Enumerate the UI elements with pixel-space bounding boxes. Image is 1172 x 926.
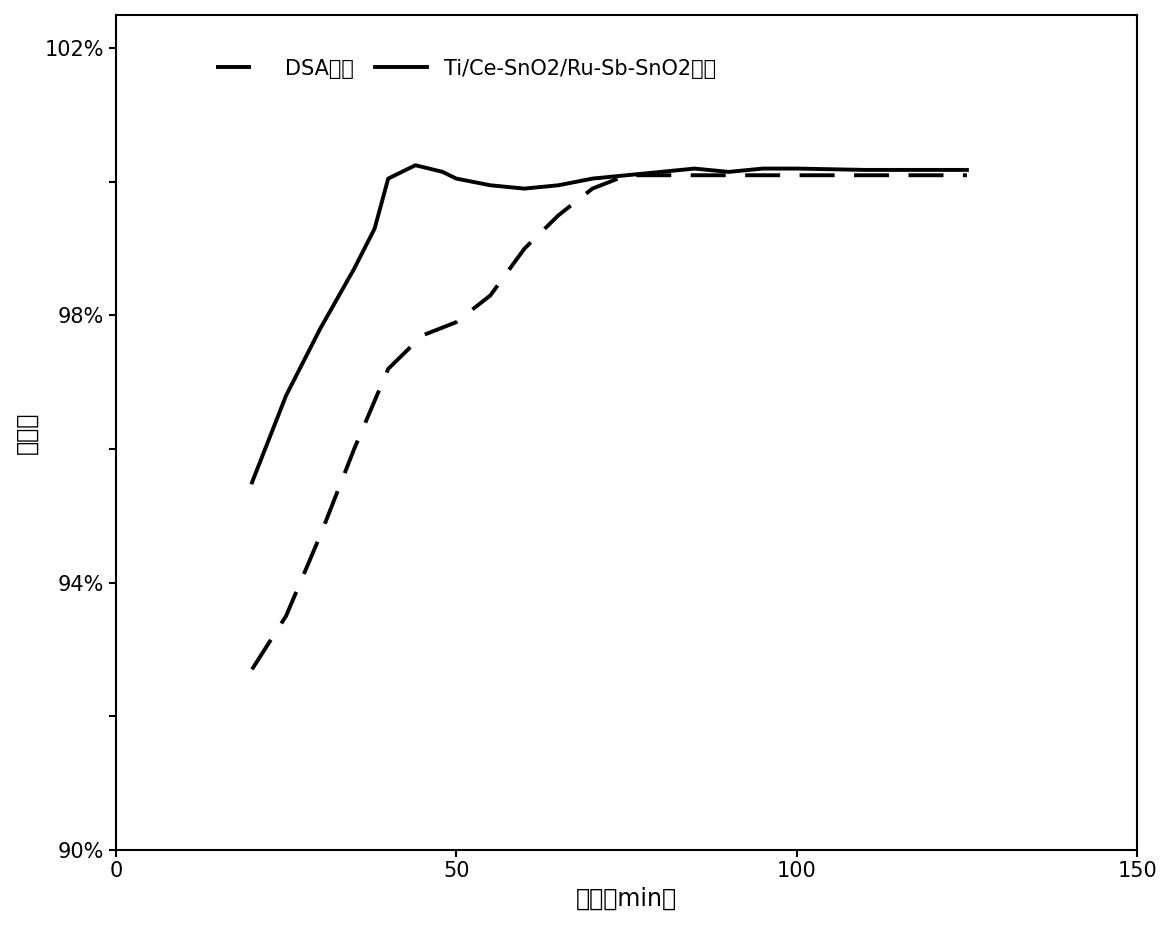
Legend: DSA电极, Ti/Ce-SnO2/Ru-Sb-SnO2电极: DSA电极, Ti/Ce-SnO2/Ru-Sb-SnO2电极: [207, 50, 724, 87]
X-axis label: 时间（min）: 时间（min）: [575, 887, 677, 911]
Y-axis label: 杀菌率: 杀菌率: [15, 411, 39, 454]
